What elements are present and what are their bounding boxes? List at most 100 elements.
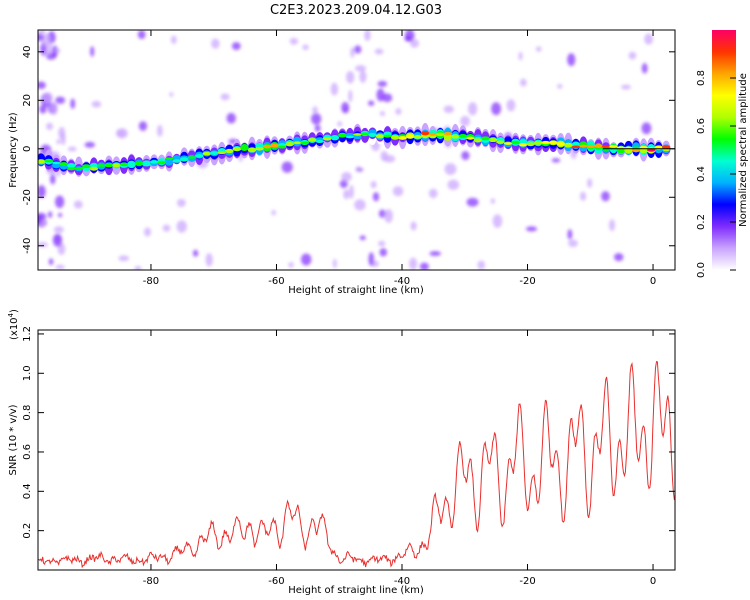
heatmap-ridge-cell (247, 147, 257, 152)
heatmap-speckle-cell (169, 92, 174, 97)
heatmap-speckle-cell (50, 101, 58, 115)
heatmap-speckle-cell (354, 199, 366, 211)
heatmap-ridge-cell (270, 143, 279, 148)
heatmap-ridge-cell (488, 138, 498, 143)
heatmap-ridge-cell (594, 144, 603, 148)
heatmap-ridge-cell (586, 144, 596, 149)
y-tick-label: 1.0 (22, 365, 33, 381)
heatmap-speckle-cell (621, 84, 631, 90)
y-tick-label: -20 (22, 189, 33, 205)
heatmap-speckle-cell (409, 38, 420, 48)
heatmap-speckle-cell (379, 111, 386, 117)
heatmap-speckle-cell (337, 121, 343, 127)
heatmap-ridge-cell (428, 132, 437, 136)
heatmap-ridge-cell (511, 140, 520, 145)
heatmap-speckle-cell (288, 261, 294, 268)
heatmap-speckle-cell (378, 240, 386, 247)
snr-axes-frame (37, 329, 676, 571)
heatmap-speckle-cell (220, 93, 230, 101)
heatmap-speckle-cell (404, 35, 412, 42)
heatmap-ridge-cell (232, 147, 242, 152)
heatmap-ridge-cell (180, 157, 189, 162)
heatmap-speckle-cell (271, 209, 276, 216)
heatmap-speckle-cell (46, 122, 53, 131)
heatmap-speckle-cell (289, 37, 299, 45)
heatmap-speckle-cell (460, 115, 470, 127)
heatmap-speckle-cell (374, 48, 384, 55)
heatmap-speckle-cell (467, 102, 478, 116)
heatmap-speckle-cell (300, 253, 312, 266)
heatmap-ridge-cell (164, 157, 174, 160)
heatmap-speckle-cell (447, 179, 460, 190)
heatmap-ridge-cell (262, 144, 272, 149)
heatmap-speckle-cell (58, 126, 66, 139)
heatmap-speckle-cell (492, 214, 503, 228)
heatmap-speckle-cell (644, 33, 653, 45)
heatmap-ridge-cell (59, 162, 68, 167)
heatmap-ridge-cell (368, 133, 377, 138)
heatmap-speckle-cell (137, 30, 146, 40)
heatmap-speckle-cell (91, 100, 102, 108)
snr-series-line (38, 360, 675, 569)
heatmap-speckle-cell (567, 53, 576, 67)
snr-x-label: Height of straight line (km) (288, 585, 424, 596)
heatmap-ridge-cell (74, 167, 83, 170)
y-tick-label: 20 (22, 94, 33, 107)
y-tick-label: 0.2 (22, 523, 33, 539)
x-tick-label: -80 (143, 576, 159, 587)
heatmap-speckle-cell (314, 124, 321, 132)
heatmap-ridge-cell (496, 140, 505, 144)
heatmap-speckle-cell (419, 262, 429, 270)
heatmap-ridge-cell (451, 134, 460, 139)
heatmap-ridge-cell (503, 142, 513, 145)
heatmap-ridge-cell (67, 163, 76, 169)
heatmap-ridge-cell (89, 166, 99, 171)
heatmap-speckle-cell (231, 42, 241, 51)
heatmap-ridge-cell (210, 151, 219, 155)
heatmap-speckle-cell (143, 227, 151, 237)
heatmap-speckle-cell (192, 249, 199, 257)
heatmap-speckle-cell (379, 248, 388, 257)
heatmap-speckle-cell (613, 253, 624, 262)
heatmap-ridge-cell (360, 132, 370, 136)
heatmap-speckle-cell (525, 226, 538, 232)
heatmap-ridge-cell (202, 151, 212, 156)
spectrogram-y-ticks: -40 -20 0 20 40 (22, 45, 675, 254)
heatmap-ridge-cell (473, 138, 483, 143)
colorbar: 0.0 0.2 0.4 0.6 0.8 Normalized spectral ampl… (696, 30, 749, 278)
heatmap-ridge-cell (164, 158, 174, 166)
x-tick-label: -60 (268, 276, 284, 287)
heatmap-speckle-cell (38, 214, 42, 225)
y-tick-label: 40 (22, 45, 33, 58)
heatmap-speckle-cell (67, 146, 77, 152)
heatmap-ridge-cell (436, 132, 445, 137)
heatmap-speckle-cell (38, 30, 46, 34)
spectrogram-x-label: Height of straight line (km) (288, 285, 424, 296)
heatmap-ridge-cell (308, 138, 317, 142)
heatmap-speckle-cell (49, 173, 56, 185)
heatmap-speckle-cell (205, 253, 213, 267)
heatmap-speckle-cell (461, 151, 470, 161)
heatmap-speckle-cell (349, 184, 354, 199)
heatmap-speckle-cell (377, 80, 388, 87)
heatmap-speckle-cell (38, 242, 48, 248)
heatmap-speckle-cell (354, 65, 367, 72)
x-tick-label: 0 (650, 576, 656, 587)
heatmap-ridge-cell (549, 140, 558, 144)
snr-y-ticks: 0.2 0.4 0.6 0.8 1.0 1.2 (22, 326, 675, 539)
heatmap-speckle-cell (429, 251, 441, 257)
heatmap-speckle-cell (609, 219, 616, 232)
heatmap-speckle-cell (376, 88, 385, 102)
heatmap-ridge-cell (345, 135, 355, 139)
heatmap-ridge-cell (225, 148, 234, 154)
x-tick-label: -20 (519, 276, 535, 287)
heatmap-speckle-cell (116, 128, 128, 139)
spectrogram-x-ticks: -80 -60 -40 -20 0 (143, 30, 656, 287)
heatmap-ridge-cell (533, 141, 543, 145)
heatmap-speckle-cell (368, 252, 375, 266)
heatmap-speckle-cell (383, 154, 396, 163)
x-tick-label: -60 (268, 576, 284, 587)
heatmap-speckle-cell (444, 163, 457, 175)
colorbar-tick-label: 0.4 (696, 166, 707, 182)
heatmap-ridge-cell (323, 137, 332, 141)
